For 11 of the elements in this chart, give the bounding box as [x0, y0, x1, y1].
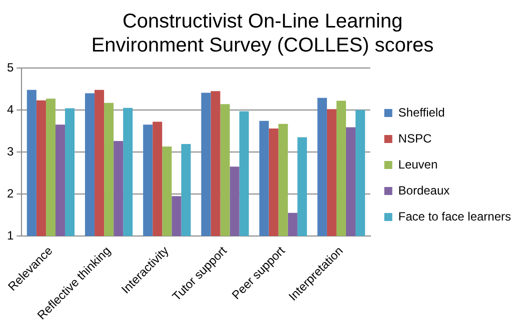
y-tick-label: 1: [6, 228, 14, 242]
legend-label: NSPC: [398, 131, 432, 146]
y-tick-label: 4: [6, 102, 14, 116]
y-tick-label: 5: [6, 60, 14, 74]
legend-label: Sheffield: [398, 105, 445, 120]
y-tick-label: 3: [6, 144, 14, 158]
y-tick-label: 2: [6, 186, 14, 200]
legend-label: Face to face learners: [398, 209, 512, 224]
legend-label: Leuven: [398, 157, 438, 172]
chart-title: Constructivist On-Line Learning Environment Survey (COLLES) scores: [91, 10, 434, 57]
legend-label: Bordeaux: [398, 183, 450, 198]
